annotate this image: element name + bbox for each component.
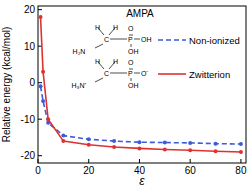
x-tick-label: 0 <box>35 165 41 176</box>
marker <box>87 137 91 141</box>
x-tick-label: 80 <box>235 165 247 176</box>
y-tick <box>38 155 42 156</box>
bond <box>95 78 103 82</box>
series-line <box>41 86 241 144</box>
atom-label: C <box>104 36 109 43</box>
atom-label: H₂N <box>73 48 86 55</box>
atom-label: P <box>128 70 133 77</box>
y-axis-label: Relative energy (kcal/mol) <box>1 27 12 143</box>
marker <box>214 142 218 146</box>
y-tick-label: 0 <box>29 77 35 88</box>
marker <box>46 117 50 121</box>
marker <box>61 134 65 138</box>
marker <box>188 141 192 145</box>
bond <box>110 39 127 40</box>
atom-label: C <box>104 70 109 77</box>
x-tick <box>139 159 140 163</box>
atom-label: OH <box>128 48 139 55</box>
atom-label: OH <box>141 36 152 43</box>
legend-line <box>158 73 186 75</box>
legend-line <box>158 39 186 41</box>
y-tick <box>38 9 42 10</box>
marker <box>188 148 192 152</box>
bond <box>130 34 131 36</box>
legend-label: Zwitterion <box>189 69 230 80</box>
x-tick-label: 20 <box>83 165 95 176</box>
bond <box>132 34 133 36</box>
x-tick <box>190 159 191 163</box>
bond <box>110 73 127 74</box>
plot-frame <box>38 6 246 163</box>
bond <box>131 44 132 47</box>
marker <box>112 145 116 149</box>
bond <box>98 62 104 69</box>
marker <box>112 139 116 143</box>
legend-label: Non-ionized <box>189 35 240 46</box>
marker <box>239 150 243 154</box>
marker <box>41 70 45 74</box>
atom-label: H₃N⁺ <box>72 82 88 89</box>
marker <box>163 141 167 145</box>
title: AMPA <box>126 8 154 19</box>
structure: HHCPOO⁻OHH₃N⁺ <box>72 58 150 89</box>
y-tick-label: -20 <box>21 150 36 161</box>
y-tick-label: 10 <box>24 41 36 52</box>
x-tick-label: 60 <box>185 165 197 176</box>
atom-label: O⁻ <box>141 70 149 77</box>
marker <box>214 149 218 153</box>
atom-label: P <box>128 36 133 43</box>
data-area <box>39 15 243 154</box>
bond <box>130 68 131 70</box>
marker <box>137 146 141 150</box>
marker <box>39 15 43 19</box>
x-tick <box>38 159 39 163</box>
y-tick <box>38 82 42 83</box>
bond <box>131 78 132 81</box>
x-tick <box>88 159 89 163</box>
marker <box>41 99 45 103</box>
bond <box>98 28 104 35</box>
bond <box>109 62 115 69</box>
bond <box>95 44 103 48</box>
y-tick-label: -10 <box>21 114 36 125</box>
atom-label: OH <box>128 82 139 89</box>
bond <box>109 28 115 35</box>
x-axis-label: ε <box>139 174 145 188</box>
bond <box>134 73 140 74</box>
atom-label: O <box>128 59 134 66</box>
marker <box>163 147 167 151</box>
structure: HHCPOOHOHH₂N <box>73 24 152 55</box>
series-line <box>41 17 241 152</box>
marker <box>61 139 65 143</box>
bond <box>132 68 133 70</box>
marker <box>39 84 43 88</box>
marker <box>137 140 141 144</box>
y-tick-label: 20 <box>24 4 36 15</box>
y-tick <box>38 119 42 120</box>
x-tick <box>240 159 241 163</box>
marker <box>87 143 91 147</box>
marker <box>239 142 243 146</box>
bond <box>134 39 140 40</box>
atom-label: O <box>128 25 134 32</box>
